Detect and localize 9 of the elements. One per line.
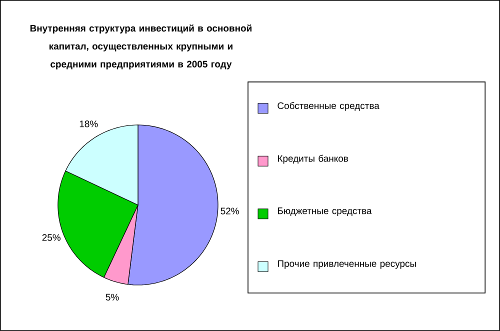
data-label: 5% <box>106 294 119 301</box>
legend-label: Кредиты банков <box>278 154 348 164</box>
data-label: 18% <box>80 120 98 128</box>
legend-label: Прочие привлеченные ресурсы <box>278 260 416 269</box>
data-label: 25% <box>42 234 60 241</box>
legend-label: Собственные средства <box>278 102 380 111</box>
chart-title: Внутренняя структура инвестиций в основной капитал, осуществленных крупными и средними предприятиями в 2005 году <box>30 24 252 70</box>
data-label: 52% <box>220 208 239 214</box>
legend-label: Бюджетные средства <box>278 208 372 216</box>
